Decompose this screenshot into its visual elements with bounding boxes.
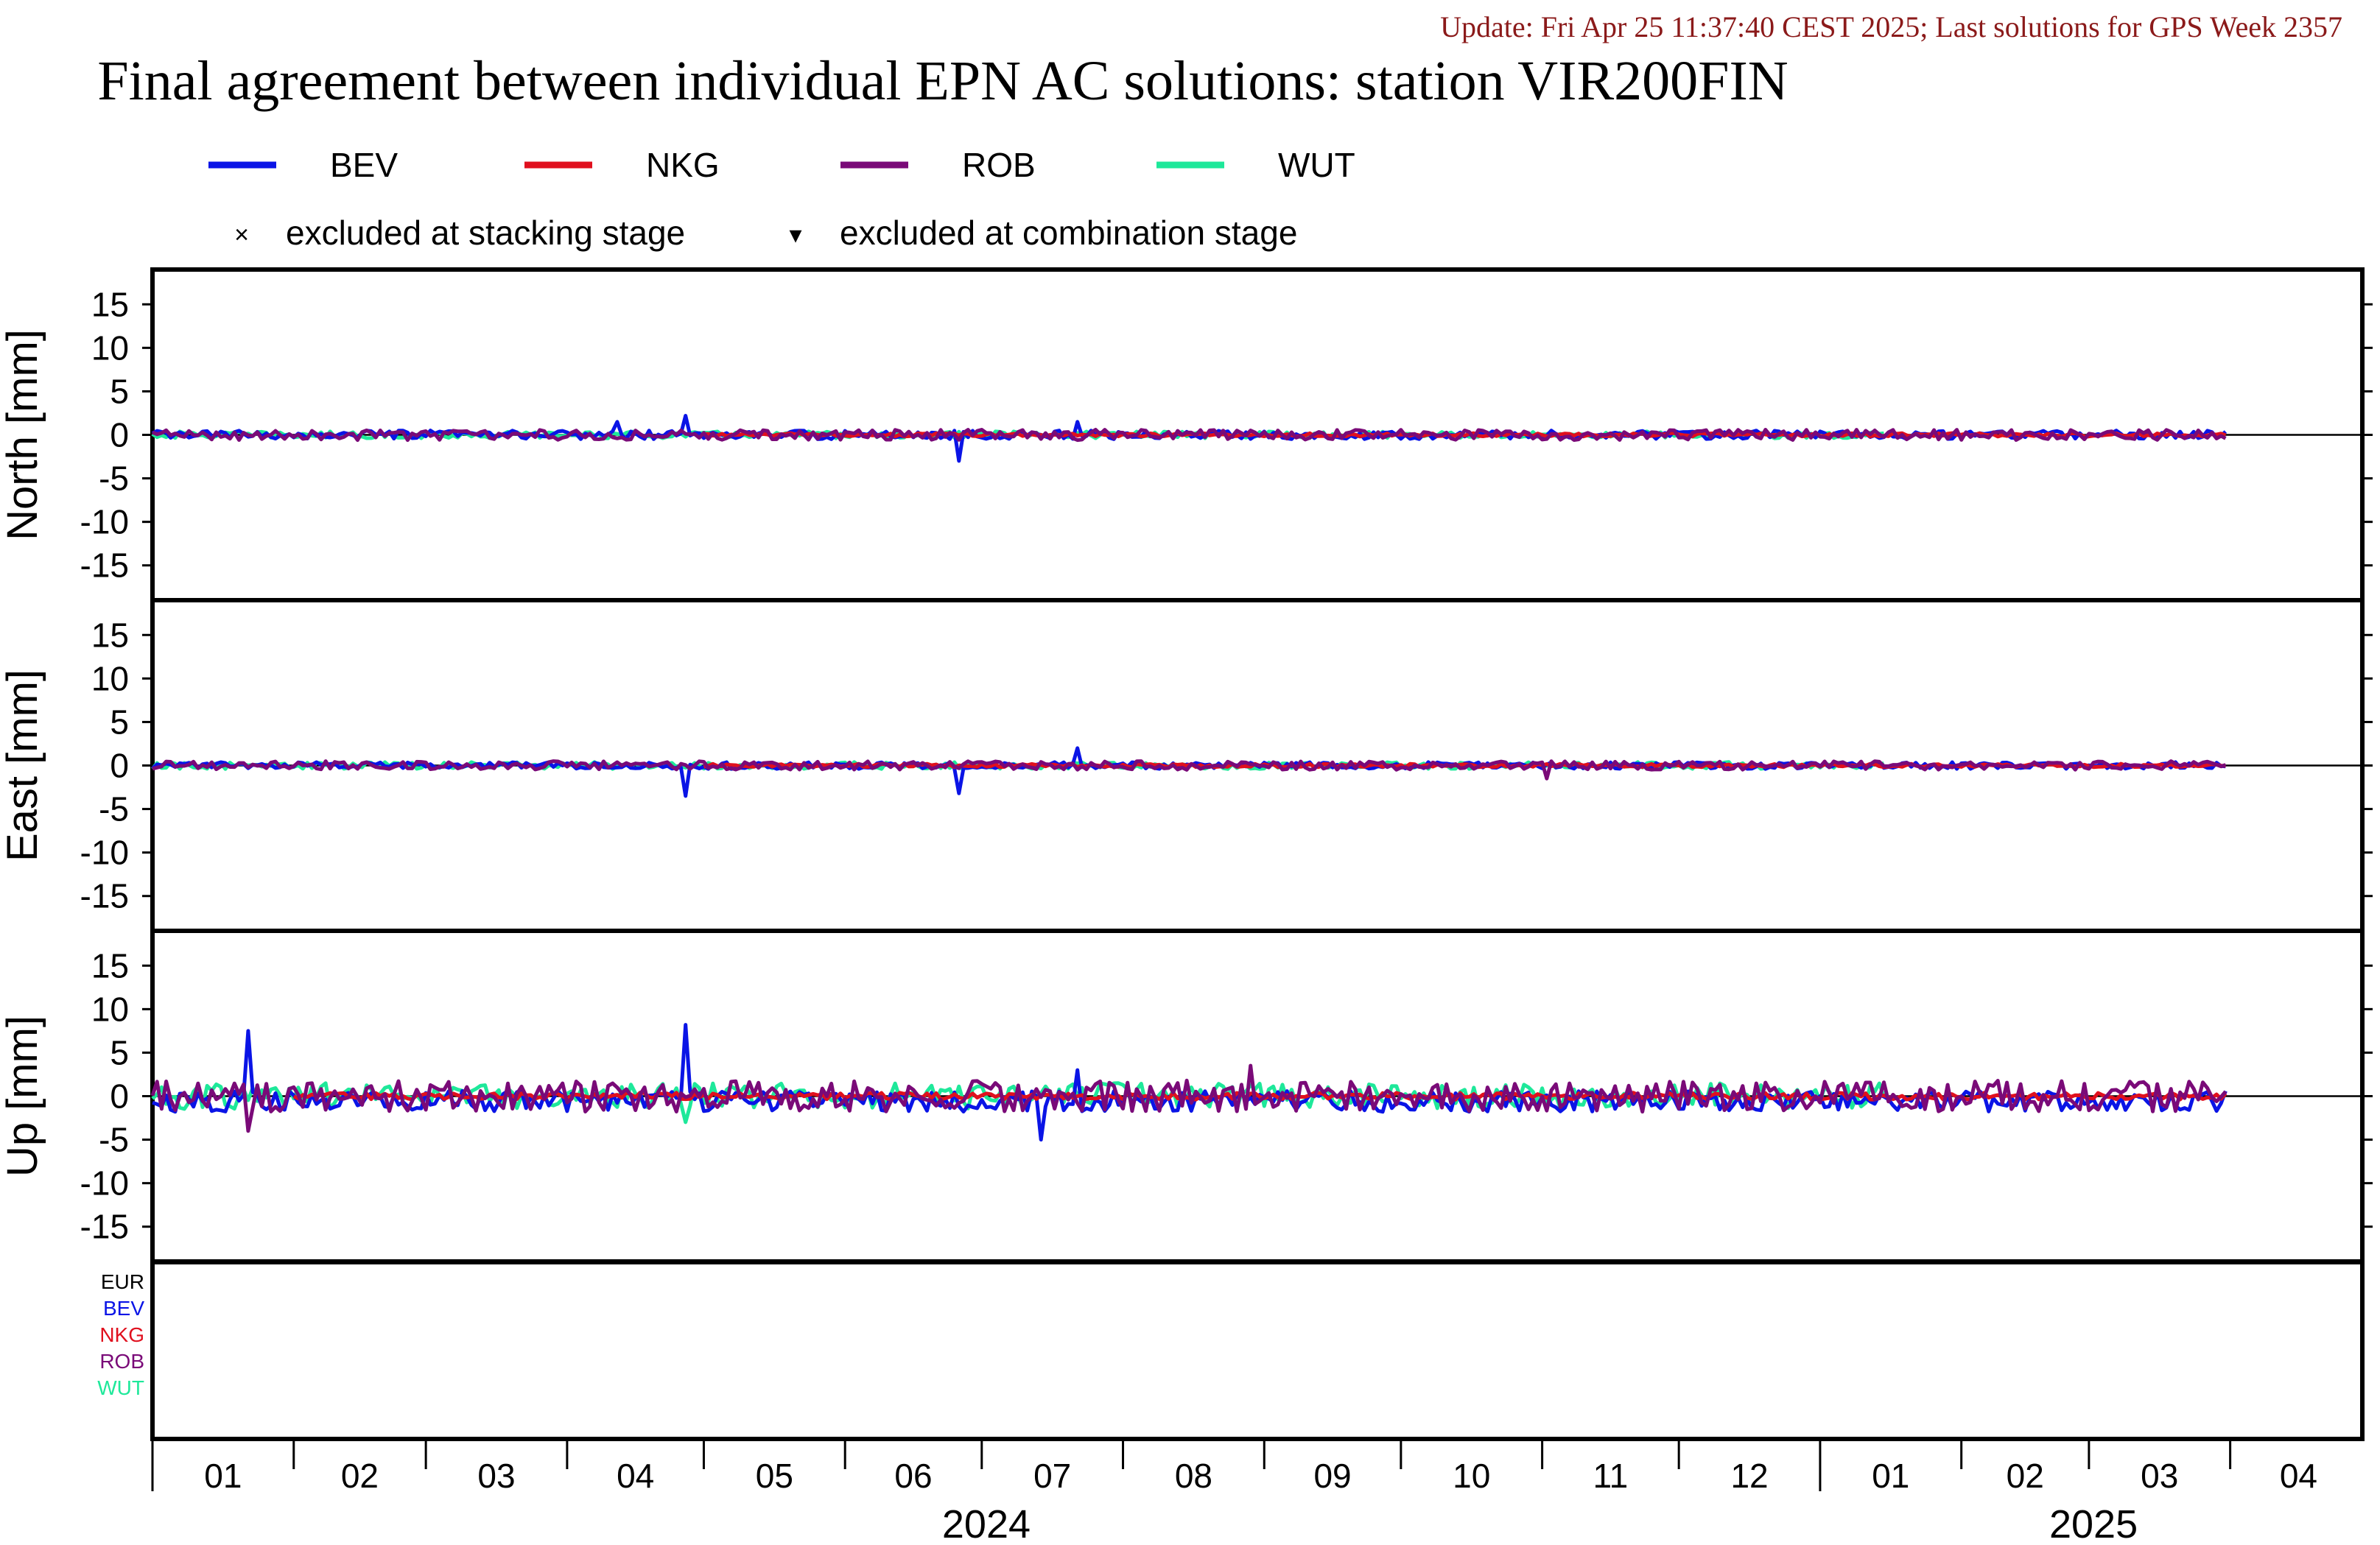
y-tick-label: -10: [80, 1164, 129, 1203]
y-tick-label: 0: [110, 416, 129, 454]
series-line-rob: [152, 428, 2227, 443]
x-month-label: 08: [1175, 1457, 1212, 1495]
y-tick-label: -10: [80, 834, 129, 872]
y-tick-label: 10: [91, 328, 129, 367]
panel-east: 15 10 5 0 -5 -10 -15 East [mm]: [0, 598, 2373, 933]
chart-title: Final agreement between individual EPN A…: [97, 50, 1788, 112]
cross-marker-icon: ×: [234, 221, 249, 249]
legend-label-wut: WUT: [1278, 146, 1355, 184]
y-axis-label: Up [mm]: [0, 1016, 46, 1177]
series-line-bev: [151, 414, 2228, 463]
series-line-bev: [151, 746, 2226, 798]
y-tick-label: -15: [80, 877, 129, 915]
update-text: Update: Fri Apr 25 11:37:40 CEST 2025; L…: [1440, 10, 2342, 43]
legend: BEV NKG ROB WUT × excluded at stacking stage ▾…: [208, 146, 1355, 252]
y-tick-label: 0: [110, 747, 129, 785]
series-line-nkg: [292, 1091, 2228, 1102]
x-month-label: 07: [1033, 1457, 1071, 1495]
y-tick-label: -15: [80, 546, 129, 585]
y-tick-label: -5: [99, 460, 129, 498]
series-line-bev: [152, 1023, 2228, 1142]
x-month-label: 01: [204, 1457, 242, 1495]
x-month-label: 10: [1453, 1457, 1490, 1495]
y-tick-label: 5: [110, 372, 129, 410]
y-tick-label: 5: [110, 1033, 129, 1071]
series-line-rob: [152, 759, 2227, 781]
x-month-label: 01: [1872, 1457, 1909, 1495]
legend-label-bev: BEV: [330, 146, 398, 184]
legend-label-rob: ROB: [962, 146, 1036, 184]
x-month-label: 04: [617, 1457, 654, 1495]
x-year-label: 2024: [942, 1502, 1031, 1545]
y-tick-label: -5: [99, 790, 129, 828]
y-axis-label: East [mm]: [0, 669, 46, 862]
y-axis-label: North [mm]: [0, 329, 46, 541]
panels: 15 10 5 0 -5 -10 -15 North [mm] 15 10 5 0 -5 -10 -15 Ea…: [0, 267, 2373, 1441]
availability-label-eur: EUR: [101, 1270, 144, 1293]
legend-marker-label: excluded at stacking stage: [286, 214, 685, 252]
y-tick-label: 15: [91, 616, 129, 654]
availability-label-wut: WUT: [97, 1376, 144, 1399]
x-month-label: 03: [2141, 1457, 2178, 1495]
legend-label-nkg: NKG: [646, 146, 720, 184]
panel-availability: EUR BEV NKG ROB WUT: [97, 1260, 2365, 1441]
legend-marker-label: excluded at combination stage: [840, 214, 1297, 252]
availability-label-rob: ROB: [99, 1350, 144, 1373]
y-tick-label: -5: [99, 1121, 129, 1159]
series-line-rob: [150, 1063, 2228, 1133]
x-month-label: 02: [341, 1457, 379, 1495]
availability-label-nkg: NKG: [99, 1323, 144, 1346]
panel-up: 15 10 5 0 -5 -10 -15 Up [mm]: [0, 929, 2373, 1264]
y-tick-label: 10: [91, 659, 129, 697]
x-month-label: 05: [756, 1457, 793, 1495]
x-month-label: 04: [2280, 1457, 2317, 1495]
x-month-label: 06: [894, 1457, 932, 1495]
x-axis: 01 02 03 04 05 06 07 08 09 10 11 12 01 02 03 04 2024 2025: [151, 1440, 2317, 1545]
availability-frame: [150, 1260, 2365, 1441]
x-month-label: 09: [1313, 1457, 1351, 1495]
y-tick-label: 10: [91, 990, 129, 1028]
y-tick-label: 15: [91, 946, 129, 985]
triangle-marker-icon: ▾: [789, 221, 801, 249]
y-tick-label: -10: [80, 503, 129, 541]
panel-north: 15 10 5 0 -5 -10 -15 North [mm]: [0, 267, 2373, 602]
x-month-label: 11: [1593, 1457, 1628, 1495]
availability-label-bev: BEV: [103, 1297, 144, 1320]
y-tick-label: 5: [110, 703, 129, 741]
x-month-label: 03: [477, 1457, 515, 1495]
x-month-label: 02: [2007, 1457, 2044, 1495]
y-tick-label: -15: [80, 1208, 129, 1246]
x-year-label: 2025: [2049, 1502, 2138, 1545]
y-tick-label: 0: [110, 1077, 129, 1116]
y-tick-label: 15: [91, 285, 129, 323]
x-month-label: 12: [1730, 1457, 1768, 1495]
